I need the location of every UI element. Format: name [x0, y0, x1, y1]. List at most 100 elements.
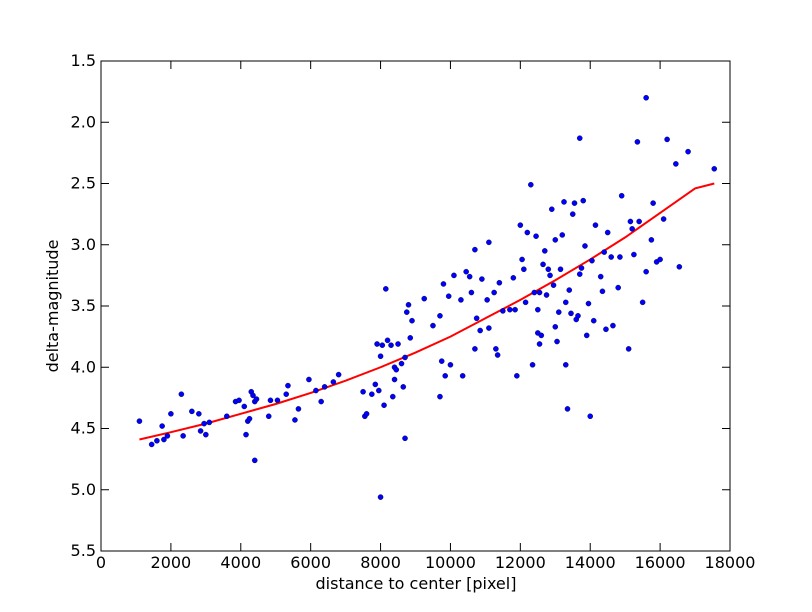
scatter-point: [589, 257, 595, 264]
scatter-point: [528, 181, 534, 188]
scatter-point: [547, 272, 553, 279]
scatter-point: [555, 309, 562, 315]
scatter-point: [243, 431, 249, 438]
y-tick-label: 3.0: [71, 235, 96, 254]
scatter-point: [161, 436, 167, 443]
scatter-point: [561, 199, 567, 205]
scatter-point: [265, 413, 272, 420]
scatter-point: [437, 393, 443, 400]
scatter-point: [673, 161, 679, 167]
scatter-point: [615, 284, 621, 291]
scatter-point: [430, 322, 436, 329]
scatter-point: [643, 268, 649, 275]
scatter-point: [403, 309, 410, 315]
scatter-point: [274, 397, 281, 404]
y-tick-label: 2.0: [71, 112, 96, 131]
scatter-point: [552, 237, 559, 243]
scatter-point: [180, 433, 186, 439]
scatter-point: [313, 387, 319, 394]
scatter-point: [648, 237, 655, 243]
y-axis-title: delta-magnitude: [43, 240, 62, 373]
scatter-point: [421, 295, 428, 302]
scatter-point: [517, 222, 524, 228]
scatter-point: [398, 360, 405, 367]
scatter-point: [650, 200, 656, 206]
x-tick-label: 4000: [220, 553, 261, 572]
scatter-point: [400, 384, 407, 390]
scatter-point: [657, 256, 663, 263]
scatter-point: [473, 315, 480, 322]
scatter-point: [390, 393, 396, 400]
scatter-point: [540, 261, 546, 268]
scatter-point: [599, 288, 606, 295]
y-tick-label: 2.5: [71, 174, 96, 193]
scatter-point: [459, 373, 466, 379]
scatter-point: [582, 243, 588, 249]
scatter-point: [224, 413, 230, 420]
scatter-point: [564, 406, 571, 412]
scatter-point: [618, 192, 625, 199]
scatter-point: [559, 232, 566, 238]
x-tick-label: 8000: [360, 553, 401, 572]
scatter-point: [246, 415, 253, 422]
scatter-point: [267, 397, 274, 404]
scatter-point: [472, 246, 478, 253]
scatter-point: [306, 376, 312, 383]
scatter-point: [587, 413, 593, 420]
scatter-point: [164, 433, 171, 439]
x-tick-label: 0: [96, 553, 106, 572]
scatter-point: [236, 397, 242, 404]
scatter-point: [585, 300, 592, 307]
scatter-point: [639, 299, 646, 306]
scatter-point: [571, 200, 578, 206]
scatter-point: [711, 166, 718, 172]
scatter-point: [643, 94, 649, 101]
scatter-point: [496, 279, 503, 286]
scatter-point: [627, 218, 634, 225]
scatter-point: [660, 216, 667, 222]
scatter-point: [519, 256, 525, 263]
scatter-point: [685, 148, 691, 155]
scatter-point: [500, 308, 506, 314]
scatter-point: [377, 494, 384, 500]
scatter-point: [576, 271, 583, 277]
scatter-point: [536, 289, 543, 296]
scatter-point: [601, 249, 607, 255]
scatter-point: [374, 341, 380, 347]
scatter-point: [407, 335, 414, 341]
scatter-point: [292, 417, 298, 423]
scatter-point: [583, 332, 590, 339]
x-axis-title: distance to center [pixel]: [316, 574, 517, 593]
scatter-point: [159, 423, 165, 429]
scatter-point: [321, 384, 328, 390]
scatter-point: [578, 265, 585, 271]
scatter-point: [512, 306, 518, 313]
y-tick-label: 5.5: [71, 541, 96, 560]
y-tick-label: 3.5: [71, 296, 96, 315]
scatter-point: [477, 327, 483, 334]
scatter-point: [250, 392, 256, 399]
scatter-point: [552, 324, 559, 330]
scatter-point: [253, 396, 260, 402]
scatter-point: [608, 254, 614, 260]
fit-line-layer: [139, 182, 715, 441]
scatter-point: [251, 457, 258, 464]
scatter-point: [610, 322, 616, 329]
scatter-point: [379, 342, 386, 348]
scatter-point: [285, 382, 291, 389]
scatter-point: [634, 139, 641, 145]
scatter-point: [438, 358, 445, 364]
x-tick-label: 14000: [565, 553, 616, 572]
scatter-point: [451, 272, 457, 279]
scatter-point: [562, 299, 569, 306]
scatter-point: [533, 233, 539, 239]
scatter-point: [472, 346, 478, 352]
fit-line: [139, 182, 715, 441]
scatter-point: [241, 403, 248, 410]
scatter-point: [196, 411, 202, 417]
scatter-point: [445, 293, 452, 299]
scatter-point: [604, 229, 611, 236]
y-tick-label: 4.5: [71, 419, 96, 438]
